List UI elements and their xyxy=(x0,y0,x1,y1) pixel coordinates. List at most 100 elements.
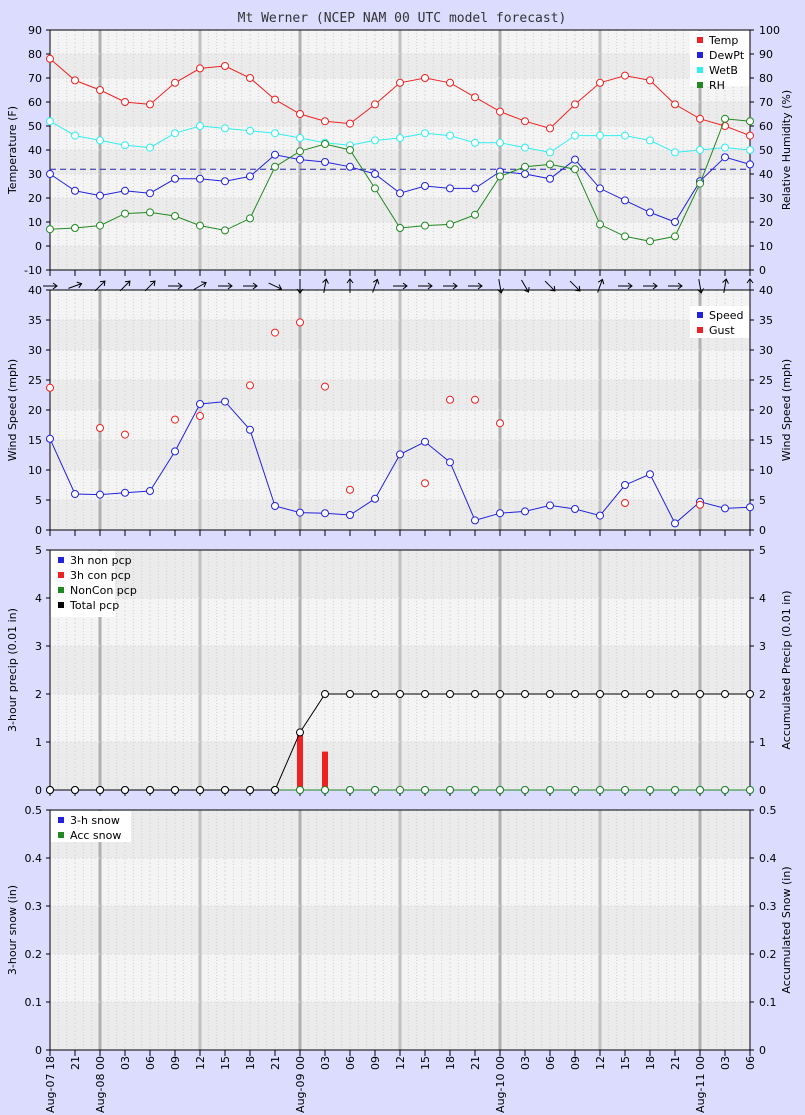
point-speed xyxy=(746,503,754,512)
point-speed xyxy=(146,487,154,495)
arrow-head xyxy=(627,282,633,290)
legend-swatch xyxy=(58,602,64,608)
arrow-head xyxy=(201,281,207,288)
point-wetb xyxy=(471,138,479,147)
point-gust xyxy=(46,383,54,392)
arrow-shaft xyxy=(597,279,603,293)
point-speed xyxy=(346,511,354,519)
point-gust xyxy=(421,479,429,488)
point-rh xyxy=(621,232,629,241)
arrow-head xyxy=(124,280,131,287)
y2tick-label: 2 xyxy=(759,688,766,701)
point-total-pcp xyxy=(296,728,304,737)
arrow-head xyxy=(746,278,754,284)
ytick-label: 0 xyxy=(35,524,42,537)
y2tick-label: 10 xyxy=(759,240,773,253)
arrow-head xyxy=(252,282,258,290)
point-rh xyxy=(321,140,329,148)
x-tick-label: Aug-08 00 xyxy=(94,1056,107,1113)
point-speed xyxy=(46,434,54,443)
arrow-shaft xyxy=(323,279,327,293)
legend-box xyxy=(51,811,131,842)
arrow-head xyxy=(477,282,483,290)
point-rh xyxy=(596,220,604,229)
ytick-label: 60 xyxy=(28,96,42,109)
arrow-shaft xyxy=(521,279,529,293)
arrow-head xyxy=(497,288,504,294)
x-tick-label: 09 xyxy=(369,1056,382,1070)
point-noncon-pcp xyxy=(321,786,329,794)
point-temp xyxy=(271,95,279,104)
point-wetb xyxy=(621,131,629,140)
arrow-head xyxy=(52,282,58,290)
wind-direction-arrow xyxy=(243,282,258,290)
y2tick-label: 40 xyxy=(759,168,773,181)
point-noncon-pcp xyxy=(296,786,304,794)
ytick-label: 0 xyxy=(35,240,42,253)
legend-swatch xyxy=(697,67,703,73)
point-total-pcp xyxy=(221,786,229,794)
point-dewpt xyxy=(746,160,754,169)
arrow-head xyxy=(296,288,304,294)
point-wetb xyxy=(696,146,704,154)
ytick-label: 80 xyxy=(28,48,42,61)
ytick-label: 25 xyxy=(28,374,42,387)
x-tick-label: 06 xyxy=(544,1056,557,1070)
point-gust xyxy=(121,430,129,439)
point-speed xyxy=(621,481,629,489)
point-noncon-pcp xyxy=(621,786,629,794)
ytick-label: 2 xyxy=(35,688,42,701)
point-dewpt xyxy=(371,170,379,178)
point-total-pcp xyxy=(496,690,504,698)
point-dewpt xyxy=(421,182,429,190)
x-tick-label: 18 xyxy=(244,1056,257,1070)
point-speed xyxy=(721,504,729,513)
point-dewpt xyxy=(546,174,554,183)
arrow-head xyxy=(523,287,530,293)
point-temp xyxy=(296,110,304,118)
point-temp xyxy=(171,78,179,87)
ytick-label: 0.2 xyxy=(25,948,43,961)
arrow-shaft xyxy=(68,283,82,289)
arrow-head xyxy=(452,282,458,290)
legend-entry: Speed xyxy=(709,309,743,322)
y2-axis-label: Accumulated Snow (in) xyxy=(780,866,793,993)
panel-wind: 0 5 10 15 20 25 30 35 40 0 5 10 15 20 25 30 35 40 Wind Spe… xyxy=(6,278,793,537)
arrow-head xyxy=(149,280,156,287)
point-gust xyxy=(471,395,479,404)
point-speed xyxy=(471,516,479,525)
point-temp xyxy=(71,76,79,85)
x-tick-label: 03 xyxy=(119,1056,132,1070)
legend-entry: DewPt xyxy=(709,49,745,62)
x-tick-label: 09 xyxy=(569,1056,582,1070)
x-tick-label: 03 xyxy=(719,1056,732,1070)
point-wetb xyxy=(96,136,104,145)
y-axis-label: Wind Speed (mph) xyxy=(6,359,19,461)
ytick-label: 10 xyxy=(28,464,42,477)
ytick-label: 0 xyxy=(35,784,42,797)
ytick-label: 50 xyxy=(28,120,42,133)
ytick-label: -10 xyxy=(24,264,42,277)
arrow-shaft xyxy=(119,280,131,292)
arrow-shaft xyxy=(94,280,106,292)
point-wetb xyxy=(296,134,304,142)
point-dewpt xyxy=(521,170,529,178)
wind-direction-arrow xyxy=(94,280,106,292)
x-tick-label: 21 xyxy=(469,1056,482,1070)
point-speed xyxy=(396,450,404,459)
legend-swatch xyxy=(58,832,64,838)
point-total-pcp xyxy=(96,786,104,794)
point-total-pcp xyxy=(696,690,704,698)
point-total-pcp xyxy=(196,786,204,794)
legend-swatch xyxy=(697,52,703,58)
point-temp xyxy=(521,117,529,126)
y2tick-label: 70 xyxy=(759,96,773,109)
wind-direction-arrow xyxy=(697,279,704,294)
ytick-label: 35 xyxy=(28,314,42,327)
arrow-head xyxy=(722,278,729,284)
point-dewpt xyxy=(121,186,129,195)
point-dewpt xyxy=(221,177,229,186)
y2tick-label: 35 xyxy=(759,314,773,327)
point-wetb xyxy=(121,141,129,150)
y2tick-label: 0 xyxy=(759,524,766,537)
